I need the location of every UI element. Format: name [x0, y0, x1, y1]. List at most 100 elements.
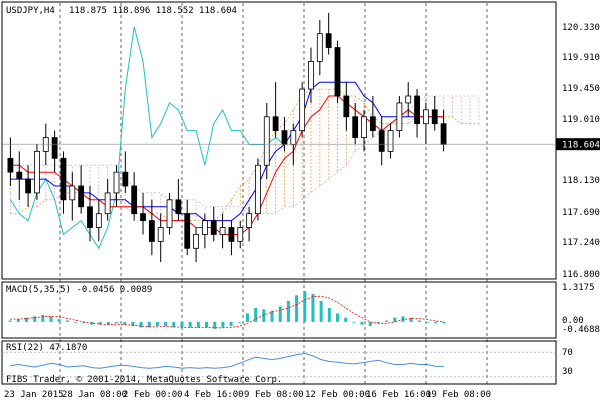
macd-bar — [131, 321, 135, 327]
candle-body — [175, 199, 182, 215]
candle-body — [51, 137, 58, 159]
time-label: 2 Feb 00:00 — [123, 390, 183, 400]
time-label: 16 Feb 16:00 — [366, 390, 431, 400]
macd-bar — [90, 321, 94, 325]
time-label: 28 Jan 08:00 — [62, 390, 127, 400]
macd-bar — [434, 321, 438, 324]
macd-bar — [376, 321, 380, 324]
macd-bar — [278, 306, 282, 322]
macd-bar — [254, 307, 258, 322]
time-label: 19 Feb 08:00 — [426, 390, 491, 400]
macd-bar — [49, 316, 53, 322]
macd-bar — [319, 300, 323, 322]
macd-bar — [74, 321, 78, 323]
candle-body — [34, 150, 40, 194]
macd-tick: 1.3175 — [562, 283, 595, 293]
watermark: FIBS Trader, © 2001-2014, MetaQuotes Sof… — [6, 375, 282, 385]
price-axis: 120.330 119.910 119.450 119.010 118.130 … — [562, 23, 600, 280]
time-label: 4 Feb 16:00 — [184, 390, 244, 400]
time-axis: 23 Jan 2015 28 Jan 08:00 2 Feb 00:00 4 F… — [4, 390, 491, 400]
macd-bar — [115, 321, 118, 324]
candle-body — [25, 178, 32, 194]
candle-body — [7, 157, 14, 173]
candle-body — [361, 116, 367, 138]
candle-body — [95, 213, 102, 228]
candle-body — [219, 227, 226, 235]
candle-body — [78, 185, 85, 208]
candle-body — [316, 33, 323, 62]
candle-body — [325, 33, 332, 48]
macd-bar — [24, 317, 28, 322]
macd-bar — [82, 321, 86, 324]
macd-bar — [417, 320, 421, 322]
macd-bar — [327, 307, 331, 322]
macd-bar — [352, 321, 356, 323]
macd-bar — [139, 321, 143, 328]
candle-body — [140, 213, 146, 222]
macd-bar — [295, 295, 299, 322]
candle-body — [246, 213, 253, 228]
macd-tick: 0.00 — [562, 316, 584, 326]
macd-bar — [229, 321, 233, 327]
candle-body — [422, 109, 429, 125]
rsi-line — [10, 352, 444, 369]
candle-body — [378, 130, 385, 152]
macd-bar — [172, 321, 176, 328]
candle-body — [184, 213, 191, 249]
macd-bar — [205, 321, 209, 328]
chikou-span — [9, 26, 285, 250]
candle-body — [290, 130, 297, 145]
candle-body — [308, 60, 314, 90]
macd-bar — [41, 314, 45, 322]
candle-body — [281, 130, 288, 145]
price-tick: 119.450 — [562, 84, 600, 94]
candle-body — [87, 206, 93, 228]
macd-bar — [303, 291, 307, 322]
candle-body — [122, 171, 129, 187]
macd-bar — [147, 321, 151, 328]
candle-body — [414, 95, 420, 125]
macd-bar — [344, 317, 348, 322]
candle-body — [148, 220, 155, 242]
candle-body — [396, 102, 403, 132]
current-price-label: 118.604 — [562, 141, 600, 151]
rsi-tick: 30 — [562, 367, 573, 377]
macd-bar — [385, 320, 389, 322]
macd-bar — [123, 321, 127, 325]
macd-bar — [286, 300, 290, 322]
candle-body — [272, 116, 279, 132]
macd-bar — [221, 321, 225, 328]
price-tick: 119.910 — [562, 53, 600, 63]
macd-bar — [188, 321, 192, 328]
candle-body — [405, 95, 412, 104]
macd-bar — [16, 319, 20, 322]
price-tick: 120.330 — [562, 23, 600, 33]
macd-bar — [270, 310, 274, 322]
macd-bar — [65, 320, 69, 322]
macd-bar — [401, 316, 405, 322]
macd-bar — [368, 321, 372, 327]
time-label: 23 Jan 2015 — [4, 390, 64, 400]
macd-label: MACD(5,35,5) -0.0456 0.0089 — [6, 285, 152, 295]
candle-body — [237, 227, 244, 242]
symbol-label: USDJPY,H4 — [6, 6, 55, 16]
candle-body — [440, 123, 447, 145]
rsi-series — [2, 351, 556, 378]
macd-bar — [8, 320, 12, 322]
macd-bar — [336, 313, 339, 322]
macd-bar — [98, 321, 102, 325]
macd-bar — [180, 321, 184, 328]
candle-body — [16, 171, 23, 180]
candle-body — [69, 185, 76, 201]
candle-body — [60, 157, 67, 201]
price-tick: 116.800 — [562, 270, 600, 280]
candle-body — [369, 116, 376, 132]
candle-body — [352, 116, 359, 138]
price-tick: 117.240 — [562, 238, 600, 248]
candle-body — [201, 220, 208, 235]
candle-body — [299, 88, 306, 132]
macd-bar — [442, 321, 446, 324]
macd-bar — [33, 316, 37, 322]
candle-body — [255, 164, 261, 215]
